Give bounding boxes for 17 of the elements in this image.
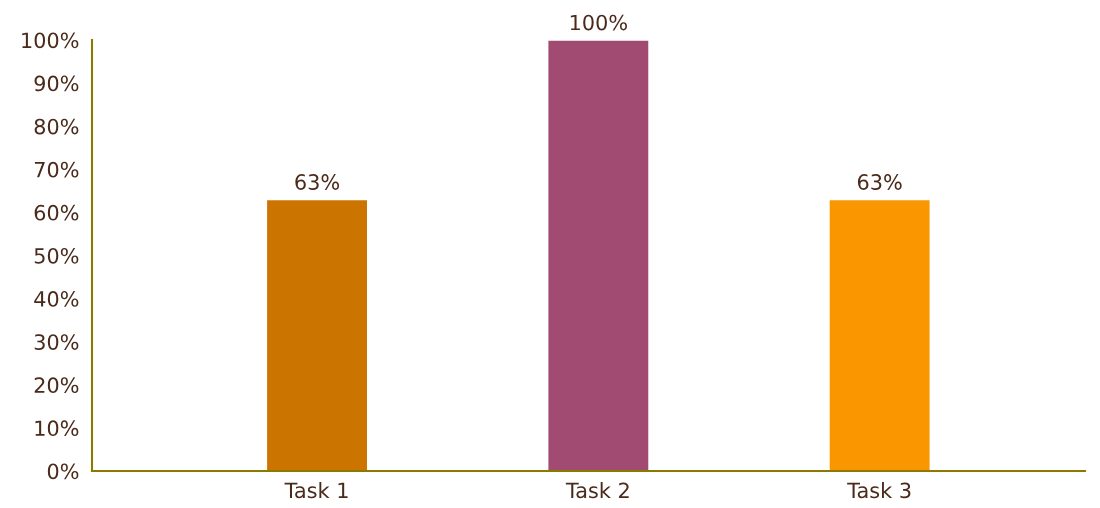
- y-tick-label: 0%: [47, 463, 79, 480]
- y-tick-label: 80%: [34, 118, 79, 135]
- y-tick-label: 40%: [34, 291, 79, 307]
- y-tick-label: 20%: [34, 377, 79, 394]
- x-tick-label: Task 1: [284, 482, 348, 499]
- y-tick-label: 60%: [34, 204, 79, 221]
- y-tick-label: 30%: [34, 334, 79, 350]
- data-label: 63%: [857, 174, 902, 190]
- y-tick-label: 10%: [35, 420, 79, 437]
- data-label: 100%: [570, 14, 627, 31]
- y-tick-label: 100%: [22, 32, 79, 49]
- y-tick-label: 70%: [34, 161, 79, 178]
- y-tick-label: 50%: [34, 247, 79, 264]
- x-tick-label: Task 3: [847, 482, 911, 499]
- data-label: 63%: [295, 174, 340, 190]
- x-tick-label: Task 2: [565, 482, 629, 499]
- y-tick-label: 90%: [34, 75, 79, 92]
